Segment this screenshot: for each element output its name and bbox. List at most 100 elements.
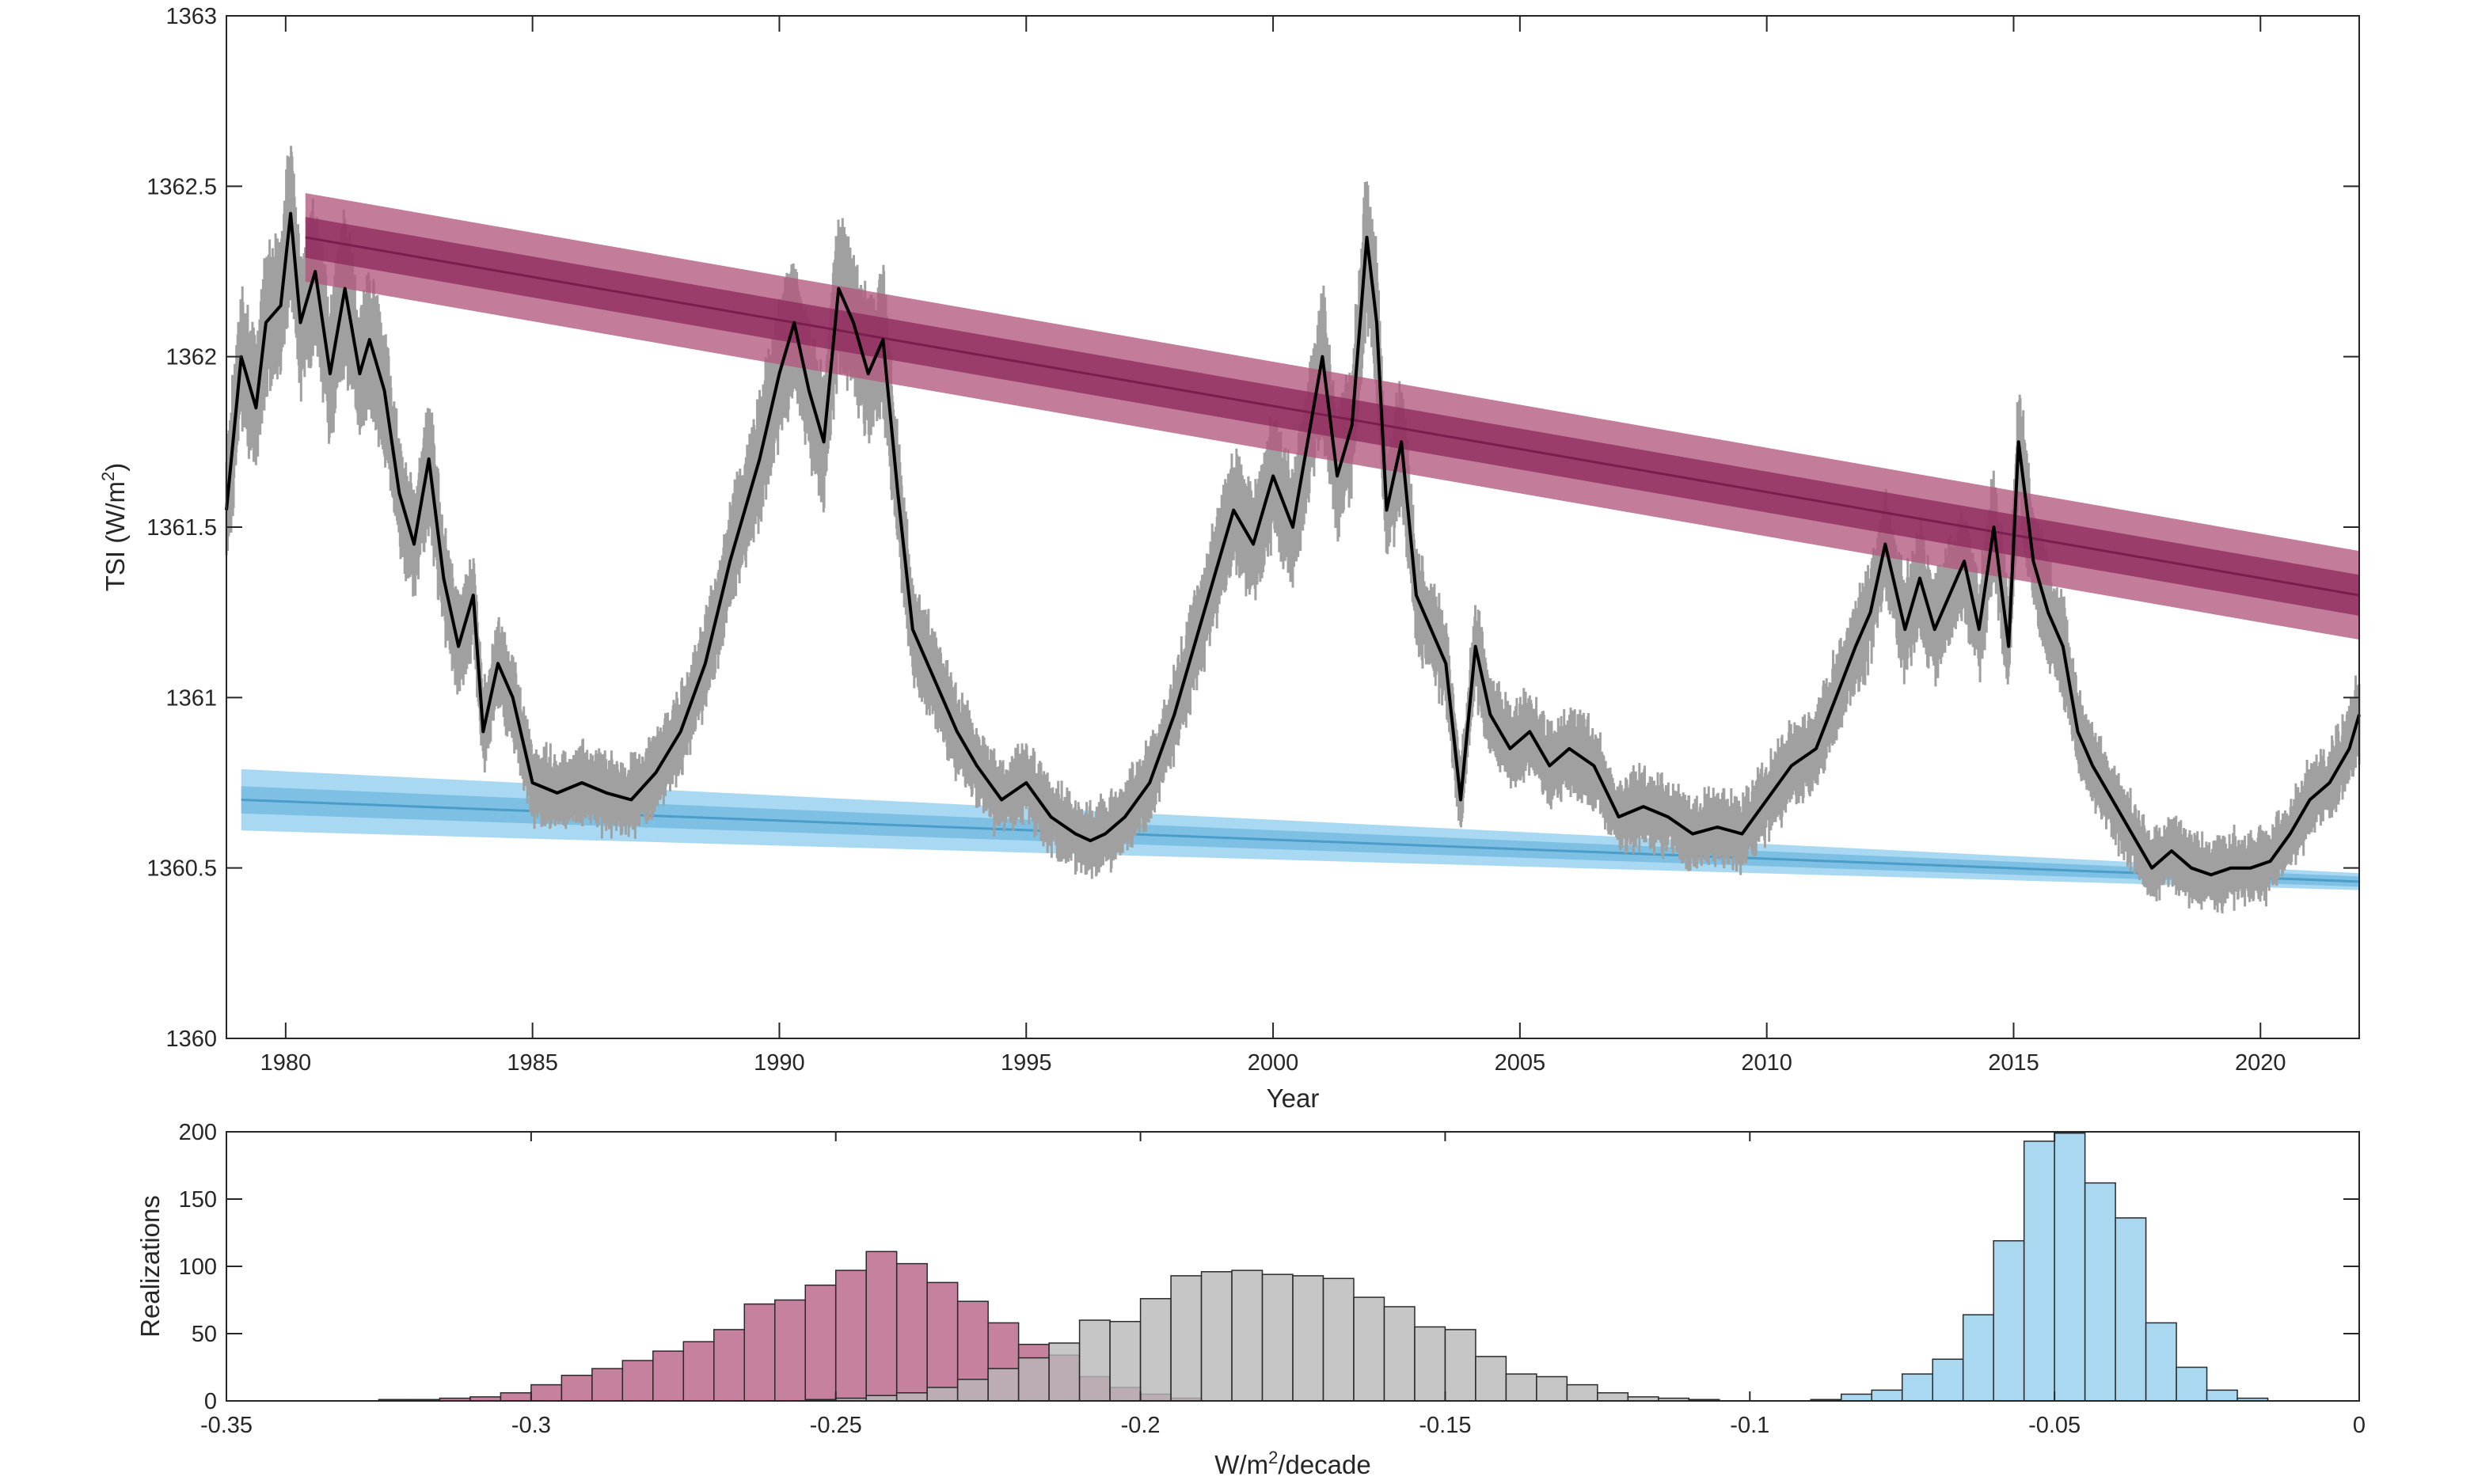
grey-histogram-bar xyxy=(1536,1376,1568,1402)
tsi-x-tick-label: 2020 xyxy=(2235,1050,2286,1076)
grey-histogram-bar xyxy=(1048,1342,1081,1402)
grey-histogram-bar xyxy=(1078,1319,1111,1402)
histogram-x-axis-title-tail: /decade xyxy=(1278,1450,1370,1479)
histogram-x-tick-label: -0.35 xyxy=(200,1413,253,1438)
grey-histogram-bar xyxy=(1505,1373,1537,1402)
maroon-histogram-bar xyxy=(773,1299,806,1402)
maroon-histogram-bar xyxy=(895,1262,928,1402)
maroon-histogram-bar xyxy=(591,1368,624,1402)
maroon-histogram-bar xyxy=(530,1383,563,1402)
blue-histogram-bar xyxy=(2023,1141,2055,1402)
histogram-x-axis-title-sup: 2 xyxy=(1268,1448,1278,1467)
grey-histogram-bar xyxy=(987,1368,1020,1402)
tsi-x-tick-label: 2000 xyxy=(1248,1050,1299,1076)
grey-histogram-bar xyxy=(1566,1383,1598,1402)
grey-histogram-bar xyxy=(1261,1273,1294,1402)
tsi-x-tick-label: 2015 xyxy=(1988,1050,2039,1076)
histogram-x-tick-label: -0.05 xyxy=(2028,1413,2081,1438)
tsi-y-tick-label: 1361.5 xyxy=(146,515,217,541)
maroon-histogram-bar xyxy=(561,1374,593,1402)
tsi-plot-area xyxy=(225,146,2361,914)
blue-histogram-bar xyxy=(1932,1358,1964,1402)
tsi-y-axis-title-sup: 2 xyxy=(98,472,118,481)
maroon-histogram-bar xyxy=(743,1303,776,1402)
histogram-y-axis-title: Realizations xyxy=(135,1195,165,1338)
maroon-histogram-bar xyxy=(865,1251,898,1402)
grey-histogram-bar xyxy=(1597,1392,1629,1402)
blue-histogram-bar xyxy=(1962,1314,1994,1402)
grey-histogram-bar xyxy=(1017,1357,1050,1402)
maroon-histogram-bar xyxy=(713,1329,746,1402)
grey-histogram-bar xyxy=(1292,1275,1324,1402)
tsi-x-axis-title: Year xyxy=(1267,1084,1320,1113)
tsi-y-tick-label: 1360 xyxy=(165,1027,217,1052)
grey-histogram-bar xyxy=(1444,1329,1476,1402)
maroon-histogram-bar xyxy=(500,1392,532,1402)
grey-histogram-bar xyxy=(1200,1271,1233,1402)
trend-histogram-panel: -0.35 -0.3 -0.25 -0.2 -0.15 -0.1 -0.05 0 0 50 100 1… xyxy=(135,1120,2366,1479)
histogram-x-axis-title-base: W/m xyxy=(1214,1450,1268,1479)
blue-histogram-bar xyxy=(2206,1389,2238,1402)
grey-histogram-bar xyxy=(1322,1277,1355,1402)
blue-histogram-bar xyxy=(1840,1393,1872,1402)
tsi-x-tick-label: 1980 xyxy=(260,1050,312,1076)
grey-histogram-bar xyxy=(956,1379,989,1402)
tsi-x-tick-label: 2005 xyxy=(1495,1050,1546,1076)
maroon-histogram-bar xyxy=(682,1341,715,1402)
histogram-x-tick-label: -0.15 xyxy=(1419,1413,1471,1438)
grey-histogram-bar xyxy=(1139,1298,1172,1402)
histogram-x-axis-title: W/m2/decade xyxy=(1214,1448,1371,1479)
grey-histogram-bar xyxy=(926,1387,959,1402)
tsi-y-axis-title-base: TSI (W/m xyxy=(101,481,130,591)
grey-histogram-bar xyxy=(1353,1296,1385,1402)
grey-histogram-bar xyxy=(1170,1275,1203,1402)
tsi-y-axis-title-tail: ) xyxy=(101,463,130,472)
histogram-x-tick-label: -0.1 xyxy=(1730,1413,1769,1438)
maroon-histogram-bar xyxy=(804,1285,837,1402)
histogram-x-tick-label: -0.3 xyxy=(511,1413,551,1438)
tsi-axes: 1980 1985 1990 1995 2000 2005 2010 2015 2020 1360… xyxy=(146,4,2359,1076)
tsi-y-tick-label: 1363 xyxy=(165,4,217,29)
histogram-y-tick-label: 150 xyxy=(179,1187,217,1213)
tsi-y-tick-label: 1361 xyxy=(165,685,217,711)
maroon-histogram-bar xyxy=(926,1281,959,1402)
blue-histogram-bar xyxy=(1993,1239,2025,1402)
maroon-histogram-bar xyxy=(834,1270,867,1402)
blue-histogram-bar xyxy=(2054,1132,2086,1402)
blue-histogram-bar xyxy=(2084,1182,2116,1402)
blue-histogram-bar xyxy=(1871,1389,1903,1402)
tsi-y-tick-label: 1362 xyxy=(165,345,217,370)
maroon-histogram-bar xyxy=(652,1350,685,1402)
histogram-axes: -0.35 -0.3 -0.25 -0.2 -0.15 -0.1 -0.05 0 0 50 100 1… xyxy=(179,1120,2366,1438)
tsi-y-axis-title: TSI (W/m2) xyxy=(98,463,130,592)
smoothed-tsi-line xyxy=(225,211,2361,877)
histogram-x-tick-label: -0.25 xyxy=(810,1413,862,1438)
maroon-histogram-bar xyxy=(621,1360,654,1402)
grey-histogram-bar xyxy=(895,1392,928,1402)
tsi-x-tick-label: 1990 xyxy=(754,1050,805,1076)
grey-histogram-bar xyxy=(1231,1270,1264,1402)
grey-histogram-bar xyxy=(1383,1306,1416,1402)
tsi-time-series-panel: 1980 1985 1990 1995 2000 2005 2010 2015 2020 1360… xyxy=(98,4,2361,1113)
upper-trend-line xyxy=(305,236,2360,597)
grey-histogram-bar xyxy=(1414,1326,1446,1402)
blue-histogram-bar xyxy=(2115,1217,2147,1402)
tsi-x-tick-label: 1995 xyxy=(1001,1050,1052,1076)
grey-histogram-bar xyxy=(865,1395,898,1402)
blue-histogram-bar xyxy=(2176,1366,2208,1402)
histogram-y-tick-label: 0 xyxy=(204,1389,217,1414)
tsi-y-tick-label: 1362.5 xyxy=(146,174,217,199)
grey-histogram-bar xyxy=(1475,1356,1507,1402)
blue-histogram-bar xyxy=(1901,1373,1933,1402)
grey-histogram-bar xyxy=(1109,1320,1142,1402)
histogram-plot-area xyxy=(378,1132,2269,1402)
tsi-x-tick-label: 2010 xyxy=(1741,1050,1792,1076)
histogram-y-tick-label: 50 xyxy=(192,1322,217,1347)
tsi-x-tick-label: 1985 xyxy=(507,1050,558,1076)
histogram-y-tick-label: 200 xyxy=(179,1120,217,1145)
tsi-y-tick-label: 1360.5 xyxy=(146,856,217,882)
blue-histogram-bar xyxy=(2145,1322,2177,1402)
histogram-y-tick-label: 100 xyxy=(179,1254,217,1280)
histogram-x-tick-label: 0 xyxy=(2353,1413,2366,1438)
